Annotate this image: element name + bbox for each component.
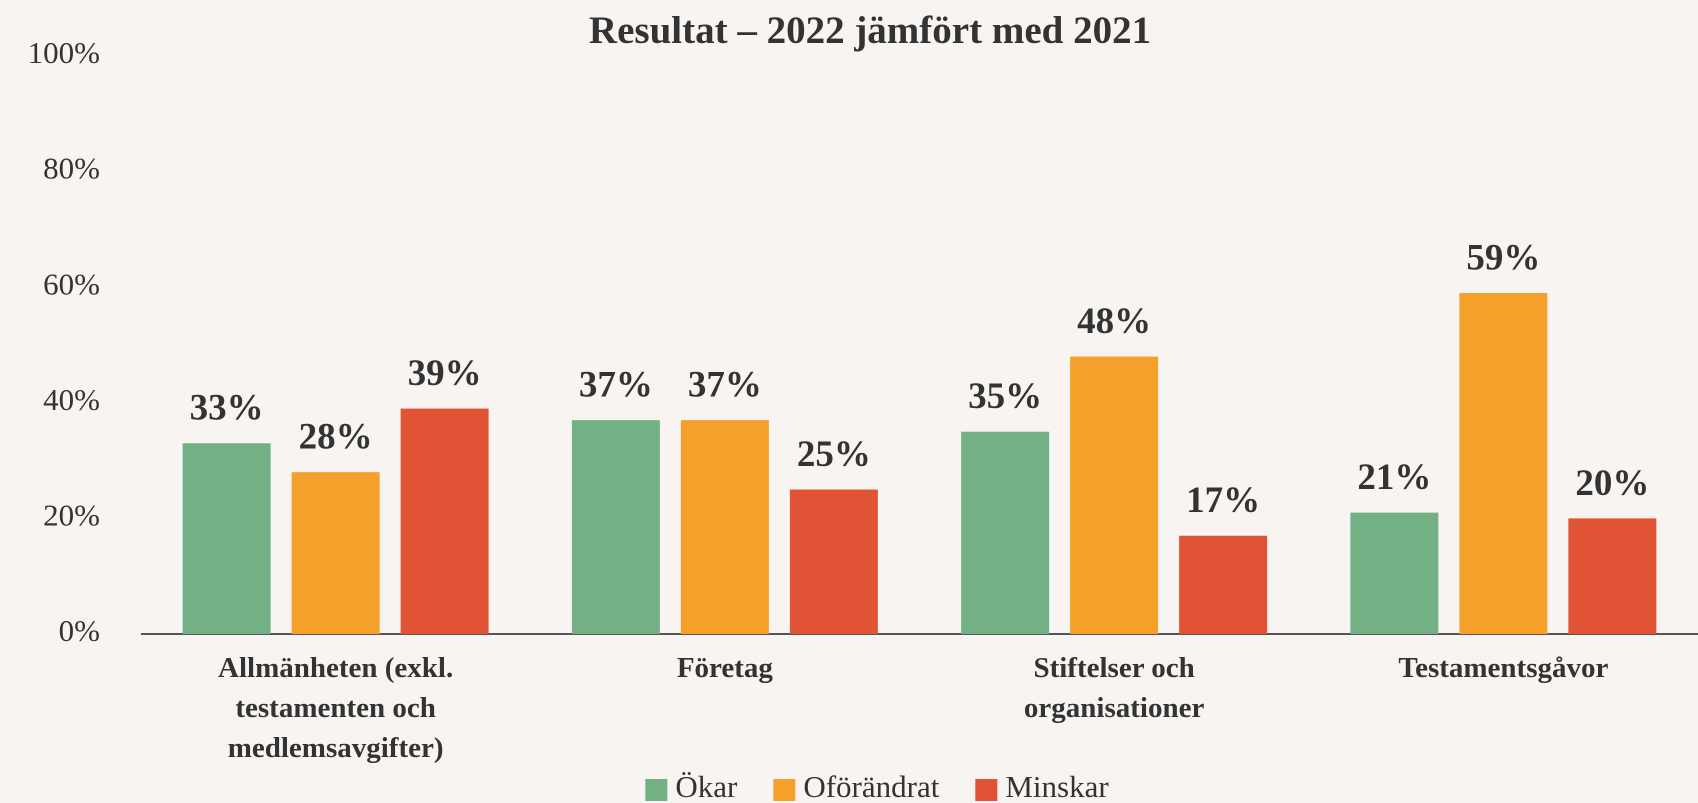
y-tick-label: 80% [43,151,100,186]
bar [571,420,660,634]
data-label: 35% [968,376,1042,417]
bar [291,472,380,634]
bar [182,443,271,634]
x-tick-label: Företag [676,652,773,684]
data-label: 59% [1466,237,1540,278]
data-label: 21% [1357,457,1431,498]
legend-label: Oförändrat [803,769,939,803]
y-tick-label: 60% [43,266,100,301]
bar [961,431,1050,634]
y-tick-label: 100% [28,35,100,70]
x-tick-label: Stiftelser och organisationer [1023,652,1205,724]
data-label: 37% [579,365,653,406]
bar [1070,356,1159,634]
bar [1350,512,1439,634]
bar [1568,518,1657,634]
bar [1459,292,1548,634]
legend-swatch [645,779,668,801]
data-label: 48% [1077,301,1151,342]
chart-title: Resultat – 2022 jämfört med 2021 [589,9,1151,52]
data-label: 20% [1575,463,1649,504]
legend-swatch [773,779,796,801]
data-label: 37% [688,365,762,406]
x-tick-label: Testamentsgåvor [1398,652,1609,684]
bar [789,489,878,634]
data-label: 25% [797,434,871,475]
bar [680,420,769,634]
x-tick-label: Allmänheten (exkl. testamenten och medle… [218,652,454,764]
y-tick-label: 20% [43,498,100,533]
y-tick-label: 0% [59,613,100,648]
y-tick-label: 40% [43,382,100,417]
data-label: 28% [299,417,373,458]
legend-label: Minskar [1005,769,1109,803]
data-label: 17% [1186,480,1260,521]
data-label: 39% [408,353,482,394]
bar [400,408,489,634]
bar [1179,535,1268,634]
legend-swatch [975,779,998,801]
data-label: 33% [190,388,264,429]
legend-label: Ökar [675,769,738,803]
